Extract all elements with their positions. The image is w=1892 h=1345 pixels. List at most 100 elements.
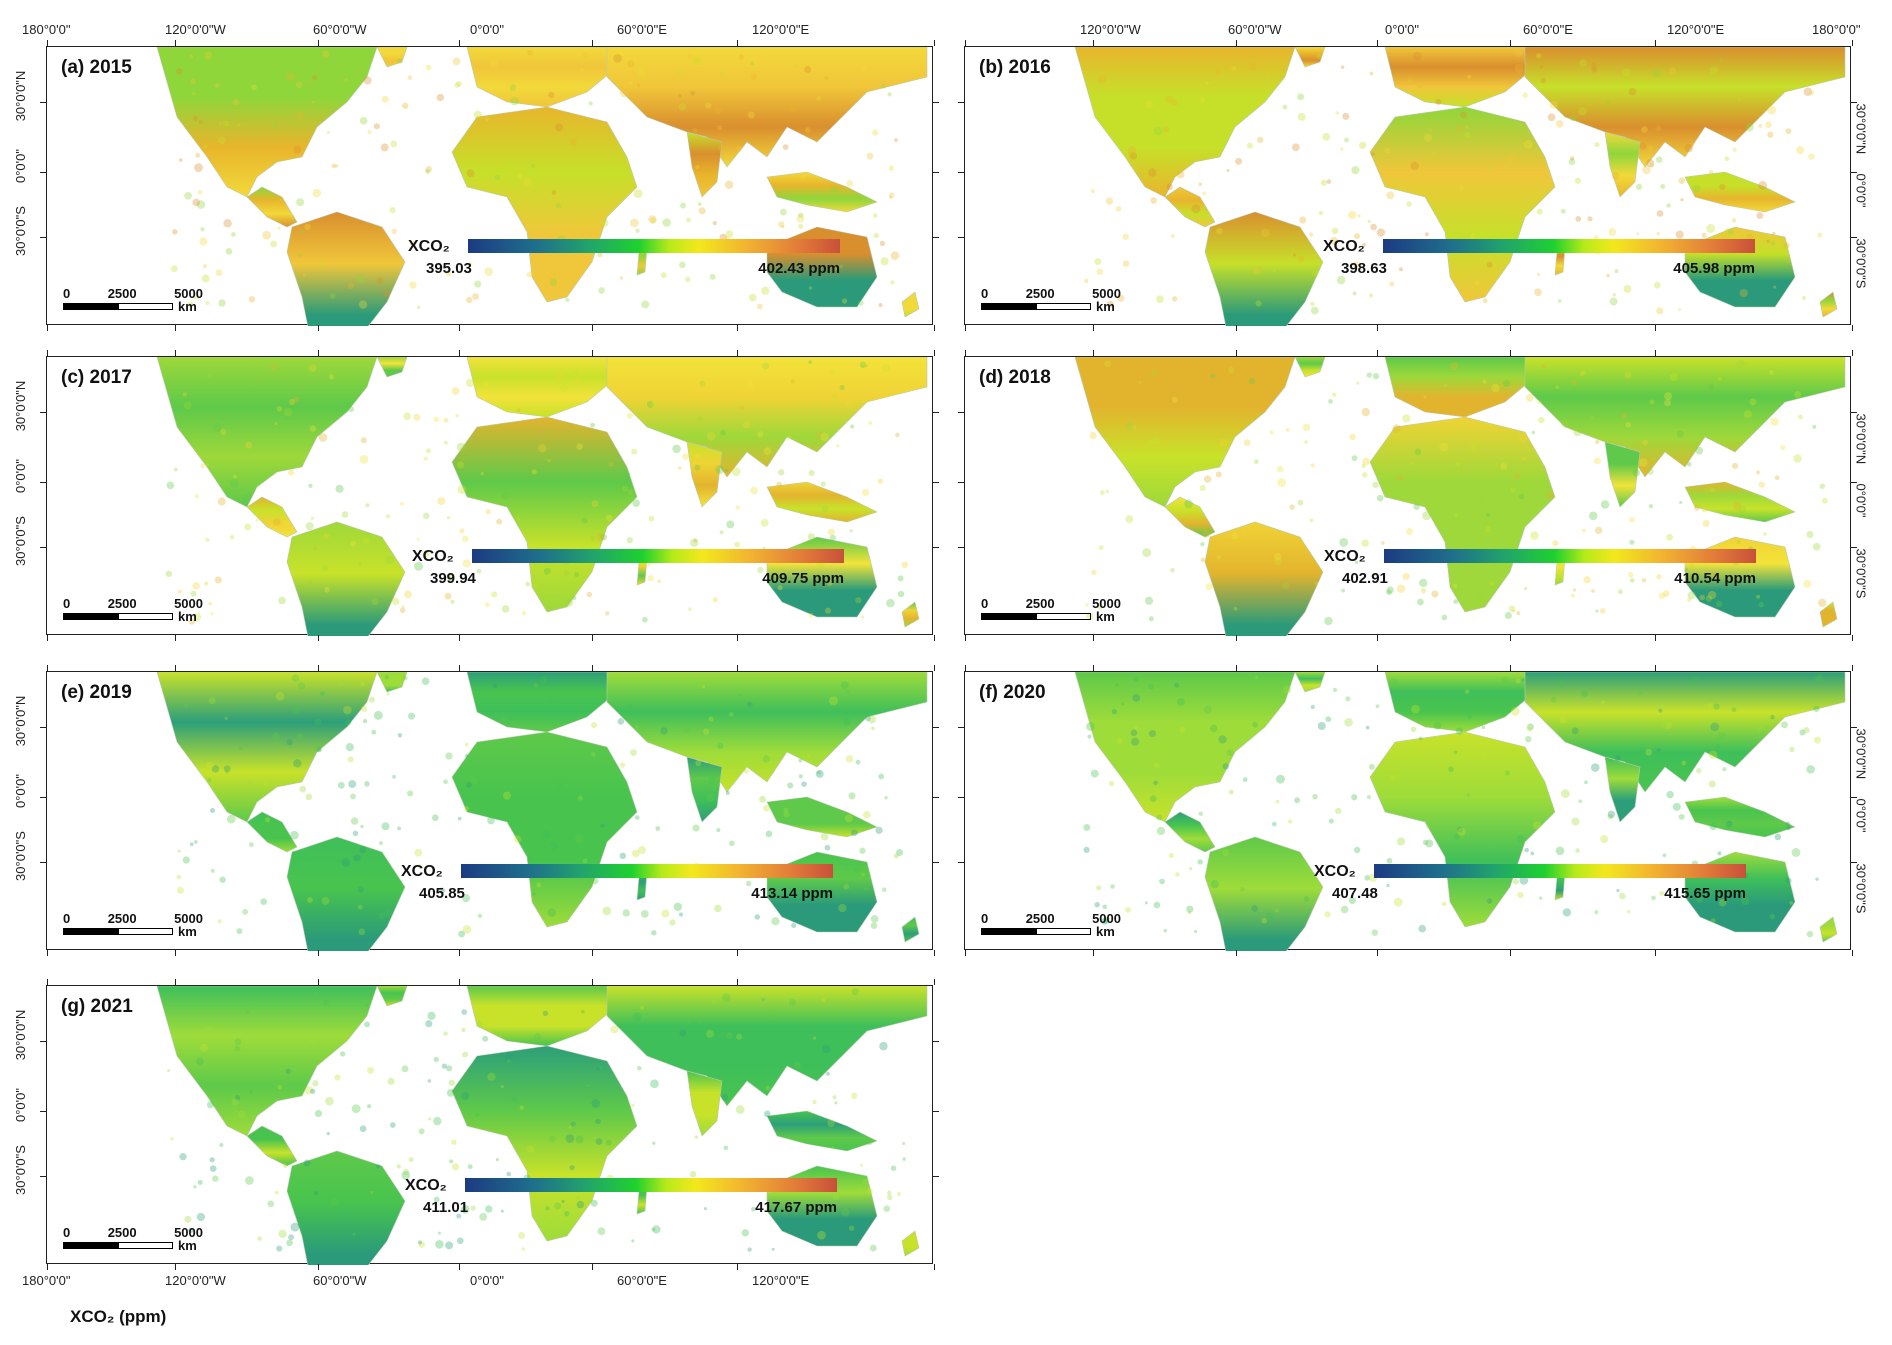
map-panel-6: (f) 2020 0 2500 5000 km XCO₂ 407.48 415.… xyxy=(958,665,1869,956)
texture-dot xyxy=(197,189,203,195)
texture-dot xyxy=(776,481,783,488)
texture-dot xyxy=(1386,191,1395,200)
texture-dot xyxy=(1821,497,1828,504)
axis-tick xyxy=(1093,325,1095,331)
texture-dot xyxy=(788,998,797,1007)
texture-dot xyxy=(1369,71,1374,76)
texture-dot xyxy=(1555,385,1560,390)
texture-dot xyxy=(303,1159,311,1167)
landmass xyxy=(1074,47,1296,198)
texture-dot xyxy=(1701,507,1708,513)
texture-dot xyxy=(768,1013,773,1019)
texture-dot xyxy=(695,760,702,767)
axis-tick xyxy=(1093,950,1095,956)
texture-dot xyxy=(1144,100,1153,109)
scale-bar: 0 2500 5000 km xyxy=(63,1225,223,1255)
texture-dot xyxy=(1504,611,1512,620)
texture-dot xyxy=(196,1057,204,1065)
texture-dot xyxy=(431,814,439,822)
lon-label: 120°0'0"W xyxy=(1080,22,1141,37)
texture-dot xyxy=(804,127,811,133)
texture-dot xyxy=(348,780,357,789)
axis-tick xyxy=(175,979,177,985)
landmass xyxy=(156,672,378,823)
texture-dot xyxy=(1605,99,1610,105)
texture-dot xyxy=(761,286,770,295)
texture-dot xyxy=(264,817,271,823)
texture-dot xyxy=(218,299,226,307)
texture-dot xyxy=(1736,540,1741,544)
texture-dot xyxy=(820,481,826,487)
texture-dot xyxy=(506,1058,511,1063)
texture-dot xyxy=(773,802,779,808)
texture-dot xyxy=(561,1199,565,1203)
texture-dot xyxy=(1708,383,1715,390)
texture-dot xyxy=(1365,725,1370,730)
texture-dot xyxy=(1375,704,1380,709)
texture-dot xyxy=(335,164,339,168)
axis-tick xyxy=(459,950,461,956)
texture-dot xyxy=(576,1200,585,1209)
axis-tick xyxy=(958,727,964,729)
texture-dot xyxy=(1367,219,1371,224)
texture-dot xyxy=(839,384,845,391)
texture-dot xyxy=(456,461,465,469)
texture-dot xyxy=(1251,905,1258,912)
texture-dot xyxy=(427,1011,436,1020)
texture-dot xyxy=(423,456,428,461)
lat-label: 30°0'0"S xyxy=(13,1145,28,1195)
texture-dot xyxy=(1453,833,1460,840)
color-ramp xyxy=(465,1178,837,1192)
axis-tick xyxy=(958,172,964,174)
texture-dot xyxy=(1465,125,1469,129)
texture-dot xyxy=(1713,703,1720,710)
texture-dot xyxy=(1531,430,1536,435)
texture-dot xyxy=(1348,210,1357,220)
texture-dot xyxy=(505,1053,513,1062)
texture-dot xyxy=(502,791,511,800)
texture-dot xyxy=(456,1213,462,1219)
texture-dot xyxy=(275,692,285,701)
texture-dot xyxy=(211,765,220,773)
texture-dot xyxy=(873,232,879,239)
texture-dot xyxy=(1177,698,1185,706)
texture-dot xyxy=(297,682,306,690)
axis-tick xyxy=(40,237,46,239)
texture-dot xyxy=(425,1020,433,1028)
texture-dot xyxy=(1159,878,1165,885)
texture-dot xyxy=(206,373,212,379)
texture-dot xyxy=(1627,571,1634,578)
texture-dot xyxy=(1103,916,1110,924)
texture-dot xyxy=(736,1033,743,1040)
texture-dot xyxy=(1302,423,1311,432)
texture-dot xyxy=(1426,824,1430,829)
texture-dot xyxy=(1647,145,1654,152)
texture-dot xyxy=(371,598,379,606)
world-map xyxy=(156,672,928,951)
texture-dot xyxy=(1758,726,1763,731)
texture-dot xyxy=(364,781,370,787)
texture-dot xyxy=(686,1019,691,1024)
texture-dot xyxy=(756,303,763,310)
texture-dot xyxy=(778,221,785,228)
texture-dot xyxy=(840,681,849,690)
texture-dot xyxy=(883,1205,891,1213)
world-map xyxy=(156,986,928,1265)
axis-tick xyxy=(47,1264,49,1270)
axis-tick xyxy=(933,1111,939,1113)
texture-dot xyxy=(204,581,209,586)
texture-dot xyxy=(1686,461,1692,467)
legend-label: XCO₂ xyxy=(412,548,454,565)
texture-dot xyxy=(604,1100,609,1105)
axis-tick xyxy=(47,979,49,985)
texture-dot xyxy=(629,218,639,228)
scale-unit: km xyxy=(178,609,197,624)
texture-dot xyxy=(1798,414,1803,420)
texture-dot xyxy=(1292,253,1297,257)
texture-dot xyxy=(532,892,536,896)
texture-dot xyxy=(747,701,753,707)
texture-dot xyxy=(1774,475,1780,481)
texture-dot xyxy=(555,722,560,727)
texture-dot xyxy=(314,1110,323,1118)
texture-dot xyxy=(234,1095,241,1101)
